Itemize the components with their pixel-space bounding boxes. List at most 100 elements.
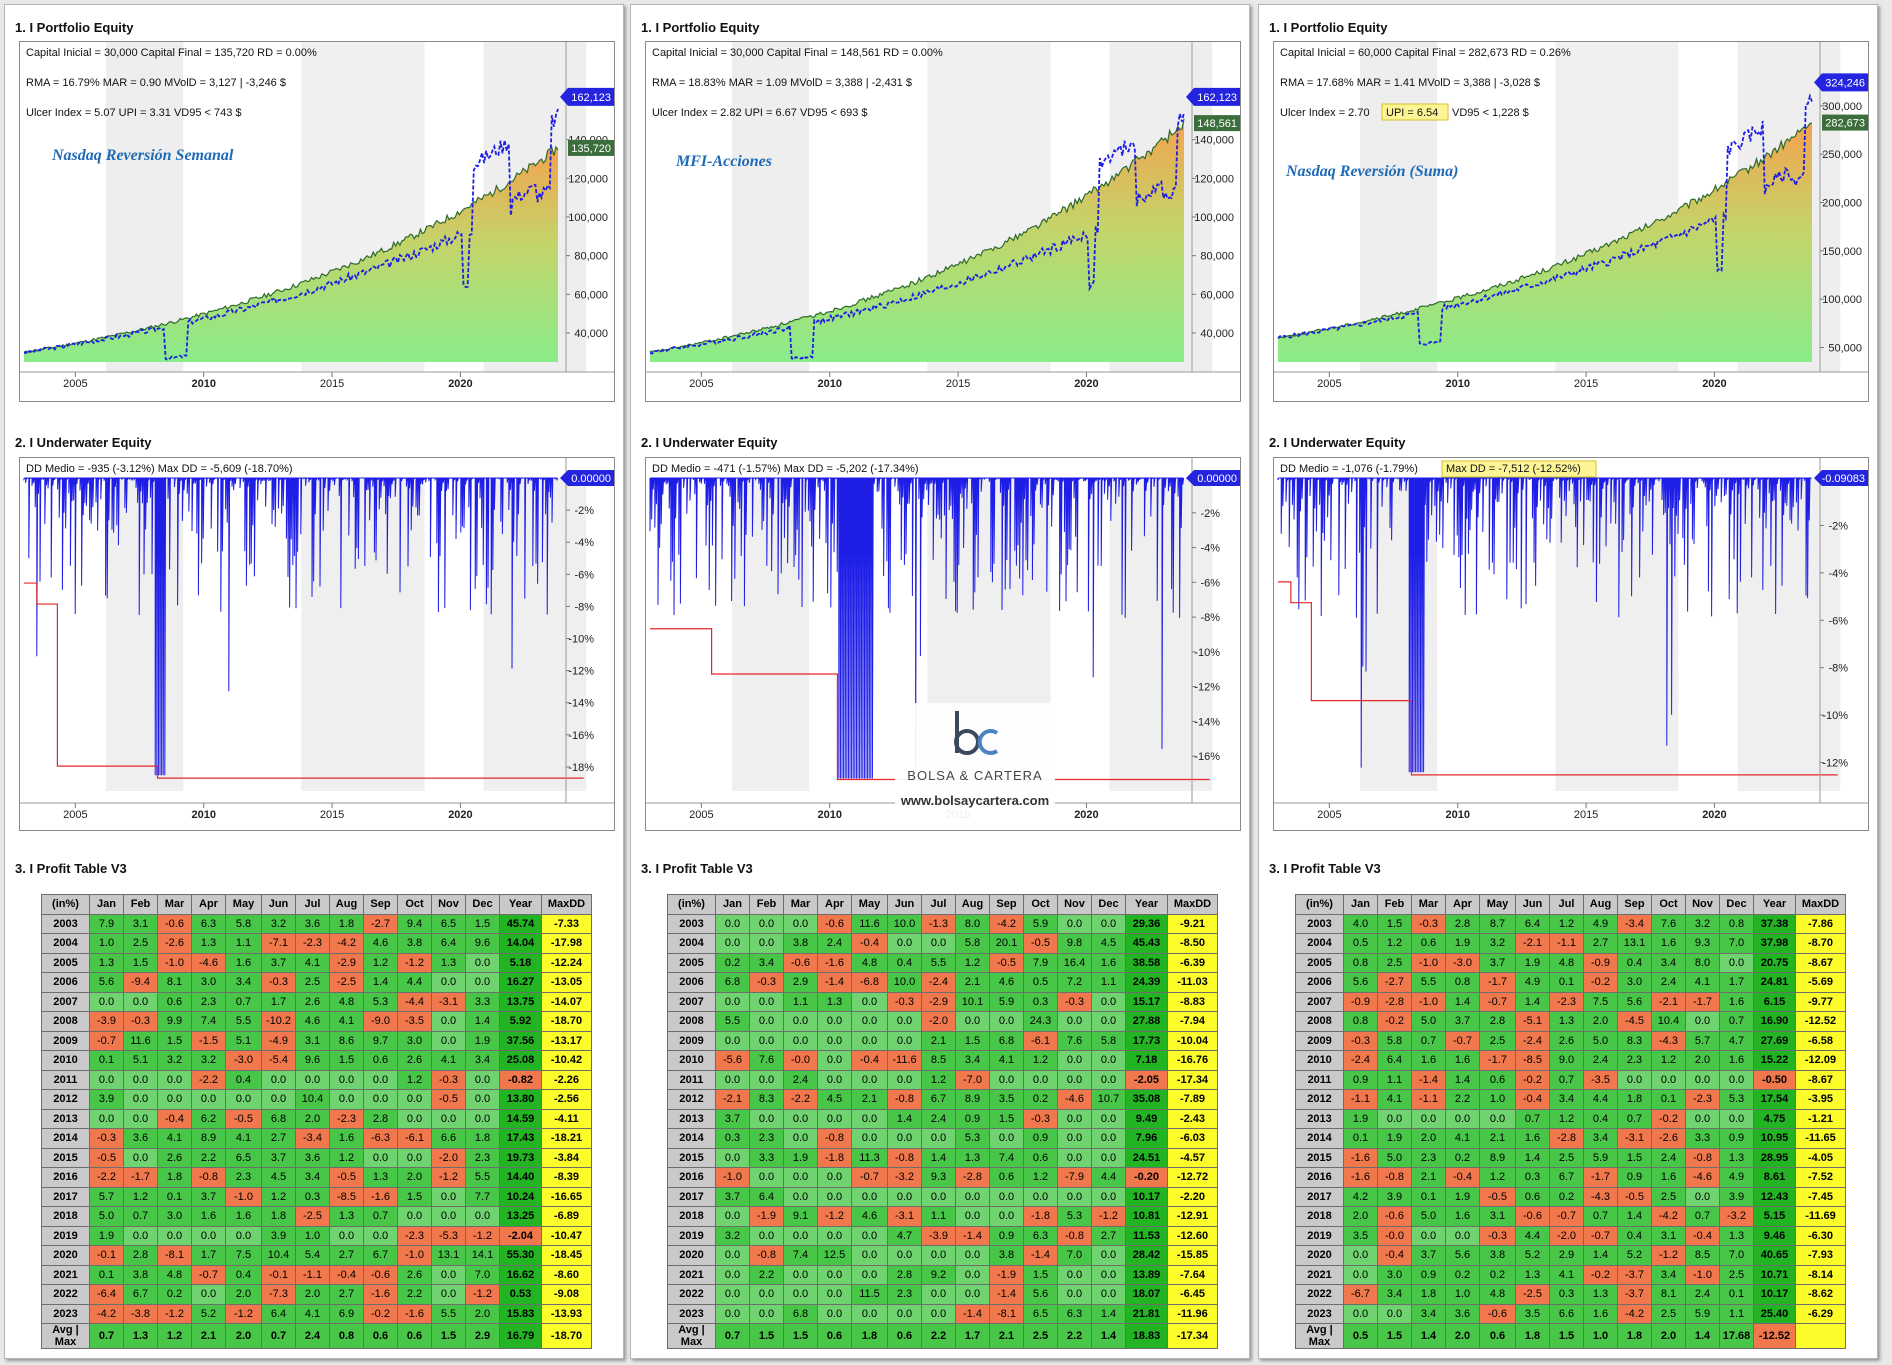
y-tick-label: -14% (1194, 716, 1220, 728)
table-row: 2019 3.2 0.0 0.0 0.0 0.0 4.7 -3.9 -1.4 0.9 6.3 -0.8… (667, 1225, 1218, 1246)
month-return-cell: 3.4 (1651, 952, 1686, 973)
month-return-cell: -1.7 (1479, 1050, 1516, 1071)
y-tick-label: -10% (568, 634, 594, 646)
month-return-cell: 16.4 (1057, 952, 1092, 973)
x-tick-label: 2010 (1445, 378, 1469, 390)
month-return-cell: -0.6 (783, 952, 818, 973)
month-return-cell: -4.6 (1057, 1089, 1092, 1110)
month-return-cell: 9.0 (1549, 1050, 1584, 1071)
column-header: Jun (887, 894, 922, 915)
column-header: Year (1753, 894, 1796, 915)
maxdd-cell: -2.56 (541, 1089, 592, 1110)
year-total-cell: 4.75 (1753, 1108, 1796, 1129)
month-return-cell: -0.3 (749, 972, 784, 993)
x-tick-label: 2020 (1702, 809, 1726, 821)
month-return-cell: 0.0 (261, 1069, 296, 1090)
column-header: Jul (1549, 894, 1584, 915)
table-row: 2011 0.9 1.1 -1.4 1.4 0.6 -0.2 0.7 -3.5 0.0 0.0 0.0… (1295, 1069, 1846, 1090)
equity-line (649, 118, 1185, 353)
avg-max-row: Avg | Max 0.7 1.3 1.2 2.1 2.0 0.7 2.4 0.8 0.6 0.6 1… (41, 1323, 592, 1349)
month-return-cell: 0.0 (851, 1069, 888, 1090)
month-return-cell: -1.1 (1411, 1089, 1446, 1110)
year-cell: 2021 (41, 1264, 90, 1285)
month-return-cell: 0.9 (1023, 1128, 1058, 1149)
month-return-cell: -7.3 (261, 1284, 296, 1305)
month-return-cell: 11.6 (123, 1030, 158, 1051)
month-return-cell: -2.4 (921, 972, 956, 993)
month-return-cell: 0.0 (363, 1069, 398, 1090)
month-return-cell: 0.0 (955, 1186, 990, 1207)
table-row: 2003 7.9 3.1 -0.6 6.3 5.8 3.2 3.6 1.8 -2.7 9.4 6.5 1… (41, 913, 592, 934)
month-return-cell: -6.3 (363, 1128, 398, 1149)
month-return-cell: 0.6 (363, 1323, 398, 1349)
month-return-cell: 7.7 (465, 1186, 500, 1207)
month-return-cell: 5.2 (1617, 1245, 1652, 1266)
month-return-cell: 1.3 (329, 1206, 364, 1227)
month-return-cell: 3.9 (261, 1225, 296, 1246)
month-return-cell: 7.4 (191, 1011, 226, 1032)
month-return-cell: 0.0 (851, 1225, 888, 1246)
month-return-cell: -2.1 (715, 1089, 750, 1110)
table-row: 2014 -0.3 3.6 4.1 8.9 4.1 2.7 -3.4 1.6 -6.3 -6.1 6.… (41, 1128, 592, 1149)
table-row: 2009 0.0 0.0 0.0 0.0 0.0 0.0 2.1 1.5 6.8 -6.1 7.6 5.… (667, 1030, 1218, 1051)
month-return-cell: 1.6 (1445, 1206, 1480, 1227)
month-return-cell: -2.7 (363, 913, 398, 934)
month-return-cell: 0.5 (1343, 1323, 1378, 1349)
month-return-cell: 0.1 (89, 1264, 124, 1285)
month-return-cell: -0.7 (1549, 1206, 1584, 1227)
month-return-cell: -0.4 (157, 1108, 192, 1129)
month-return-cell: 0.0 (817, 1011, 852, 1032)
month-return-cell: 0.0 (1651, 1069, 1686, 1090)
year-cell: 2014 (41, 1128, 90, 1149)
year-cell: 2020 (1295, 1245, 1344, 1266)
month-return-cell: 4.1 (329, 1011, 364, 1032)
month-return-cell: -4.5 (1617, 1011, 1652, 1032)
month-return-cell: 7.5 (225, 1245, 262, 1266)
table-row: 2023 -4.2 -3.8 -1.2 5.2 -1.2 6.4 4.1 6.9 -0.2 -1.6… (41, 1303, 592, 1324)
month-return-cell: -0.7 (191, 1264, 226, 1285)
equity-chart: 40,000 60,000 80,000 100,000 120,000 140,000 2… (645, 41, 1241, 402)
month-return-cell: 2.1 (1479, 1128, 1516, 1149)
month-return-cell: -6.4 (89, 1284, 124, 1305)
maxdd-cell: -18.70 (541, 1323, 592, 1349)
month-return-cell: 0.0 (989, 1128, 1024, 1149)
strategy-name-label: Nasdaq Reversión (Suma) (1285, 163, 1458, 180)
year-cell: 2005 (667, 952, 716, 973)
month-return-cell: 0.0 (921, 1284, 956, 1305)
month-return-cell: -1.2 (465, 1284, 500, 1305)
month-return-cell: 0.0 (157, 1225, 192, 1246)
month-return-cell: -0.8 (817, 1128, 852, 1149)
month-return-cell: 1.4 (363, 972, 398, 993)
month-return-cell: 0.0 (1091, 1284, 1126, 1305)
month-return-cell: 0.2 (157, 1284, 192, 1305)
month-return-cell: -3.4 (295, 1128, 330, 1149)
profit-table-section-title: 3. I Profit Table V3 (1269, 861, 1381, 876)
month-return-cell: -2.3 (397, 1225, 432, 1246)
month-return-cell: 0.0 (749, 1030, 784, 1051)
month-return-cell: 0.0 (1411, 1225, 1446, 1246)
column-header: Nov (1685, 894, 1720, 915)
month-return-cell: 0.7 (89, 1323, 124, 1349)
month-return-cell: -3.9 (89, 1011, 124, 1032)
month-return-cell: -0.8 (887, 1089, 922, 1110)
month-return-cell: 6.7 (1549, 1167, 1584, 1188)
month-return-cell: 0.0 (715, 1206, 750, 1227)
month-return-cell: 2.9 (1549, 1245, 1584, 1266)
month-return-cell: 0.7 (1583, 1206, 1618, 1227)
month-return-cell: 0.0 (1057, 1128, 1092, 1149)
column-header: May (1479, 894, 1516, 915)
maxdd-cell: -16.65 (541, 1186, 592, 1207)
month-return-cell: 1.3 (191, 933, 226, 954)
month-return-cell: 2.6 (295, 991, 330, 1012)
year-total-cell: 35.08 (1125, 1089, 1168, 1110)
month-return-cell: 0.0 (851, 1128, 888, 1149)
month-return-cell: 0.1 (89, 1050, 124, 1071)
profit-table-section-title: 3. I Profit Table V3 (641, 861, 753, 876)
table-row: 2015 -1.6 5.0 2.3 0.2 8.9 1.4 2.5 5.9 1.5 2.4 -0.8 1… (1295, 1147, 1846, 1168)
month-return-cell: 0.0 (1411, 1108, 1446, 1129)
year-total-cell: 37.56 (499, 1030, 542, 1051)
month-return-cell: 3.7 (715, 1108, 750, 1129)
month-return-cell: 1.4 (1685, 1323, 1720, 1349)
year-total-cell: 13.75 (499, 991, 542, 1012)
year-cell: 2010 (41, 1050, 90, 1071)
